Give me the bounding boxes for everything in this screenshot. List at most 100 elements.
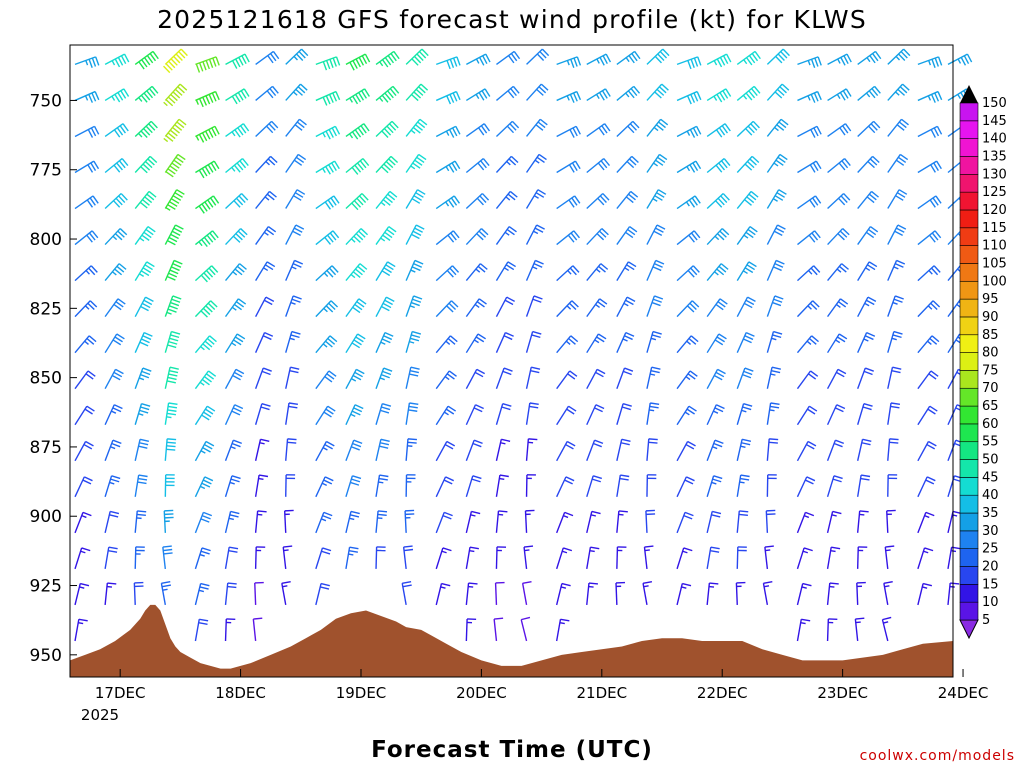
barb-staff <box>435 512 445 534</box>
barb-feather <box>86 337 95 345</box>
barb-feather <box>138 61 145 70</box>
barb-feather <box>815 160 822 170</box>
barb-feather <box>933 127 940 137</box>
barb-feather <box>602 193 610 201</box>
barb-feather <box>265 228 275 236</box>
barb-staff <box>224 298 239 318</box>
barb-staff <box>616 155 633 173</box>
barb-feather <box>146 261 155 268</box>
wind-barb <box>285 402 298 425</box>
barb-feather <box>897 224 907 230</box>
barb-half-feather <box>801 586 807 589</box>
barb-feather <box>873 120 881 129</box>
colorbar-segment <box>959 316 979 336</box>
wind-barb <box>766 295 784 317</box>
barb-half-feather <box>589 549 595 553</box>
barb-feather <box>234 404 244 410</box>
barb-feather <box>654 195 663 201</box>
wind-barb <box>285 48 309 65</box>
barb-staff <box>736 261 750 281</box>
barb-feather <box>206 234 214 243</box>
barb-feather <box>409 369 420 374</box>
barb-feather <box>600 160 608 169</box>
barb-feather <box>91 57 97 67</box>
barb-staff <box>555 583 563 606</box>
barb-feather <box>407 441 417 444</box>
colorbar-segment <box>959 352 979 371</box>
barb-feather <box>200 550 210 555</box>
barb-staff <box>887 260 898 281</box>
barb-feather <box>561 582 571 587</box>
wind-barb <box>134 510 147 533</box>
wind-barb <box>766 224 786 245</box>
wind-barb <box>496 50 521 65</box>
barb-feather <box>357 265 366 273</box>
wind-barb <box>526 83 549 101</box>
barb-feather <box>168 60 176 69</box>
barb-feather <box>140 94 148 103</box>
barb-feather <box>709 582 719 585</box>
barb-feather <box>595 371 604 378</box>
wind-barb <box>224 475 241 498</box>
wind-barb <box>796 335 819 354</box>
barb-half-feather <box>139 237 145 242</box>
barb-half-feather <box>625 57 630 63</box>
wind-barb <box>525 330 542 353</box>
barb-feather <box>510 88 517 96</box>
wind-barb <box>404 509 415 533</box>
barb-staff <box>224 404 236 426</box>
barb-half-feather <box>595 94 600 100</box>
barb-staff <box>826 511 834 534</box>
barb-feather <box>769 438 779 441</box>
barb-feather <box>745 331 755 337</box>
barb-half-feather <box>350 238 356 243</box>
barb-half-feather <box>927 305 933 310</box>
barb-feather <box>413 91 422 99</box>
barb-feather <box>296 121 305 129</box>
credit-link[interactable]: coolwx.com/models <box>860 748 1015 764</box>
barb-feather <box>601 90 608 99</box>
barb-feather <box>212 230 219 239</box>
barb-feather <box>537 189 546 195</box>
colorbar-segment <box>959 423 979 443</box>
barb-feather <box>451 265 460 273</box>
barb-feather <box>443 511 453 517</box>
barb-feather <box>480 228 489 236</box>
wind-barb <box>74 230 99 246</box>
barb-feather <box>148 190 157 198</box>
barb-half-feather <box>643 585 649 588</box>
barb-feather <box>332 57 337 67</box>
barb-staff <box>556 441 568 462</box>
barb-staff <box>917 370 932 390</box>
barb-feather <box>805 511 815 517</box>
barb-feather <box>324 476 334 482</box>
barb-feather <box>570 232 578 241</box>
wind-barb <box>706 228 730 246</box>
wind-barb <box>917 125 943 138</box>
barb-feather <box>420 83 429 91</box>
barb-feather <box>141 234 150 241</box>
barb-feather <box>292 295 302 300</box>
barb-feather <box>686 95 692 105</box>
wind-barb <box>857 155 880 173</box>
wind-barb <box>195 90 220 108</box>
barb-feather <box>165 135 174 142</box>
colorbar-segment <box>959 174 979 193</box>
barb-feather <box>476 197 484 206</box>
wind-barb <box>134 226 156 245</box>
barb-half-feather <box>231 131 236 137</box>
wind-barb <box>285 153 307 173</box>
barb-feather <box>201 239 208 248</box>
barb-feather <box>206 337 215 345</box>
wind-barb <box>282 545 293 569</box>
barb-feather <box>233 303 243 311</box>
colorbar-segment <box>959 548 979 567</box>
barb-feather <box>686 305 695 313</box>
barb-feather <box>890 405 900 409</box>
barb-feather <box>359 160 367 169</box>
barb-feather <box>966 53 973 63</box>
barb-feather <box>472 442 482 448</box>
barb-half-feather <box>772 198 778 202</box>
barb-staff <box>74 265 92 282</box>
wind-barb <box>827 298 849 318</box>
